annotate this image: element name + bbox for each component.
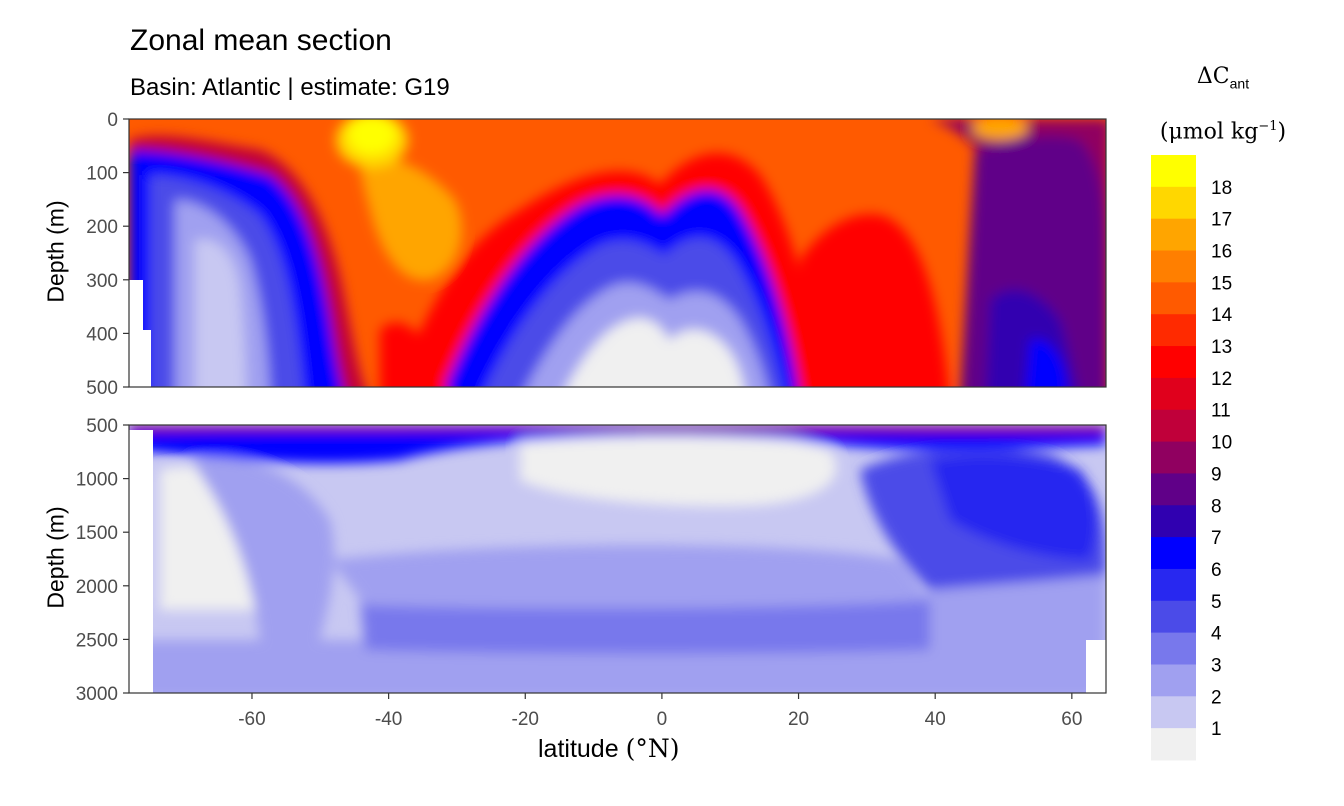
y-tick-label: 300 [86, 271, 118, 292]
legend-swatch [1151, 473, 1196, 506]
legend-swatch [1151, 186, 1196, 220]
x-tick-label: 40 [925, 709, 946, 730]
legend-swatch [1151, 218, 1196, 252]
x-axis-title: latitude (°N) [538, 734, 679, 764]
x-tick-label: 60 [1061, 709, 1082, 730]
legend-swatch [1151, 632, 1196, 665]
legend-title: ΔCant (μmol kg−1) [1148, 55, 1298, 155]
legend-label: 3 [1211, 655, 1222, 676]
legend-label: 9 [1211, 464, 1222, 485]
legend-swatch [1151, 568, 1196, 602]
legend-swatch [1151, 346, 1196, 379]
legend-label: 14 [1211, 305, 1233, 326]
legend-label: 4 [1211, 624, 1222, 645]
axes: -60 -40 -20 0 20 40 60 0 100 200 300 400 500 500 1000 1… [76, 110, 1083, 730]
panel-bottom [129, 425, 1106, 693]
legend-swatch [1151, 664, 1196, 697]
legend-swatch [1151, 155, 1196, 188]
legend-label: 13 [1211, 337, 1232, 358]
panel-top [129, 119, 1106, 387]
y-tick-label: 3000 [76, 684, 118, 705]
legend-label: 5 [1211, 592, 1222, 613]
y-tick-label: 0 [107, 110, 118, 131]
y-tick-label: 2500 [76, 630, 118, 651]
chart-title: Zonal mean section [130, 24, 392, 57]
legend-label: 11 [1211, 401, 1231, 422]
y-tick-label: 500 [86, 378, 118, 399]
legend-label: 6 [1211, 560, 1222, 581]
legend-label: 18 [1211, 178, 1232, 199]
legend-label: 10 [1211, 433, 1232, 454]
legend-swatch [1151, 696, 1196, 729]
panel-top-border [128, 118, 1107, 388]
x-tick-label: 0 [657, 709, 668, 730]
x-tick-label: -60 [238, 709, 265, 730]
legend-swatch [1151, 537, 1196, 570]
legend-swatch [1151, 250, 1196, 283]
legend-swatch [1151, 505, 1196, 538]
panel-bottom-border [128, 424, 1107, 694]
legend-title-unit: (μmol kg−1) [1159, 119, 1287, 145]
legend-label: 8 [1211, 496, 1222, 517]
legend-swatch [1151, 409, 1196, 443]
y-tick-label: 100 [86, 164, 118, 185]
legend-label: 2 [1211, 687, 1222, 708]
legend-swatch [1151, 600, 1196, 634]
legend-label: 12 [1211, 369, 1232, 390]
legend-label: 1 [1211, 719, 1222, 740]
legend-swatch [1151, 282, 1196, 315]
legend-swatch [1151, 728, 1196, 761]
legend-label: 16 [1211, 242, 1232, 263]
x-axis-title-unit: (°N) [625, 734, 680, 763]
x-tick-label: -40 [375, 709, 402, 730]
legend-swatch [1151, 441, 1196, 474]
y-tick-label: 400 [86, 324, 118, 345]
legend-title-variable: ΔCant [1196, 64, 1250, 92]
y-tick-label: 1500 [76, 523, 118, 544]
y-tick-label: 1000 [76, 470, 118, 491]
y-tick-label: 500 [86, 416, 118, 437]
x-tick-label: 20 [788, 709, 809, 730]
chart-subtitle: Basin: Atlantic | estimate: G19 [130, 74, 450, 101]
legend-label: 17 [1211, 210, 1232, 231]
x-tick-label: -20 [512, 709, 539, 730]
legend-label: 15 [1211, 273, 1232, 294]
legend-swatch [1151, 314, 1196, 347]
x-axis-title-text: latitude [538, 735, 619, 763]
legend-label: 7 [1211, 528, 1222, 549]
y-tick-label: 2000 [76, 577, 118, 598]
legend-swatch [1151, 377, 1196, 411]
y-tick-label: 200 [86, 217, 118, 238]
legend: 18 17 16 15 14 13 12 11 10 9 8 7 6 5 4 3 2 1 [1151, 155, 1233, 761]
